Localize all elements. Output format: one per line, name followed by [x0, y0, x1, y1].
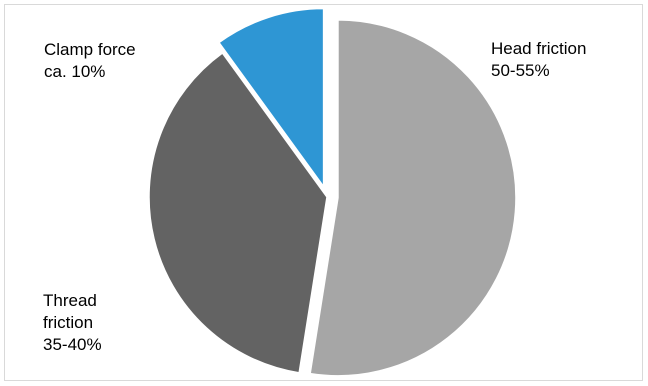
slice-label-head-friction: Head friction 50-55%: [491, 39, 587, 80]
chart-area: Head friction 50-55% Thread friction 35-…: [4, 4, 643, 381]
pie-slice-clamp-force: [217, 7, 325, 189]
pie-chart: [148, 7, 517, 377]
slice-label-clamp-force: Clamp force ca. 10%: [44, 40, 136, 81]
pie-slice-head-friction: [309, 19, 517, 377]
slice-label-thread-friction: Thread friction 35-40%: [43, 291, 102, 354]
pie-slice-thread-friction: [148, 51, 328, 374]
